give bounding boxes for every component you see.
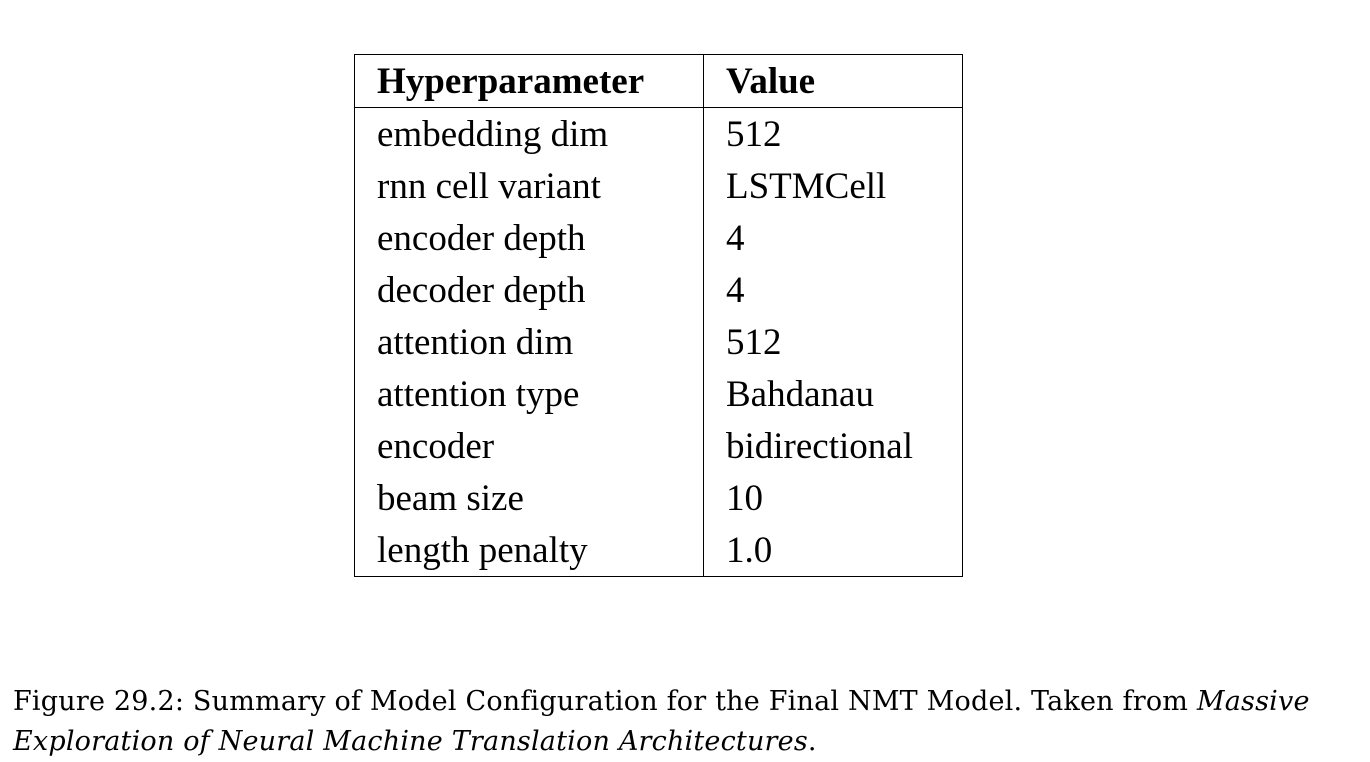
table-row: attention type Bahdanau (354, 368, 963, 420)
caption-label: Figure 29.2: (13, 686, 185, 717)
hyperparameter-table-container: Hyperparameter Value embedding dim 512 r… (354, 54, 963, 577)
table-row: beam size 10 (354, 472, 963, 524)
table-row: attention dim 512 (354, 316, 963, 368)
caption-end-punctuation: . (807, 726, 817, 757)
hyperparameter-table: Hyperparameter Value embedding dim 512 r… (354, 54, 963, 577)
param-name-cell: rnn cell variant (354, 160, 704, 212)
param-value-cell: 4 (703, 264, 963, 316)
table-row: length penalty 1.0 (354, 524, 963, 577)
param-value-cell: bidirectional (703, 420, 963, 472)
table-row: decoder depth 4 (354, 264, 963, 316)
param-name-cell: attention type (354, 368, 704, 420)
param-value-cell: 4 (703, 212, 963, 264)
param-name-cell: decoder depth (354, 264, 704, 316)
table-row: encoder depth 4 (354, 212, 963, 264)
column-header-value: Value (703, 54, 963, 108)
table-row: encoder bidirectional (354, 420, 963, 472)
param-value-cell: 10 (703, 472, 963, 524)
param-name-cell: beam size (354, 472, 704, 524)
param-name-cell: attention dim (354, 316, 704, 368)
param-value-cell: 512 (703, 316, 963, 368)
figure-caption: Figure 29.2: Summary of Model Configurat… (13, 682, 1353, 762)
param-name-cell: embedding dim (354, 107, 704, 160)
table-row: rnn cell variant LSTMCell (354, 160, 963, 212)
param-name-cell: encoder depth (354, 212, 704, 264)
param-value-cell: LSTMCell (703, 160, 963, 212)
param-value-cell: 512 (703, 107, 963, 160)
param-value-cell: 1.0 (703, 524, 963, 577)
table-row: embedding dim 512 (354, 107, 963, 160)
param-name-cell: encoder (354, 420, 704, 472)
caption-text: Summary of Model Configuration for the F… (192, 686, 1189, 717)
table-header-row: Hyperparameter Value (354, 54, 963, 108)
param-name-cell: length penalty (354, 524, 704, 577)
param-value-cell: Bahdanau (703, 368, 963, 420)
column-header-hyperparameter: Hyperparameter (354, 54, 704, 108)
